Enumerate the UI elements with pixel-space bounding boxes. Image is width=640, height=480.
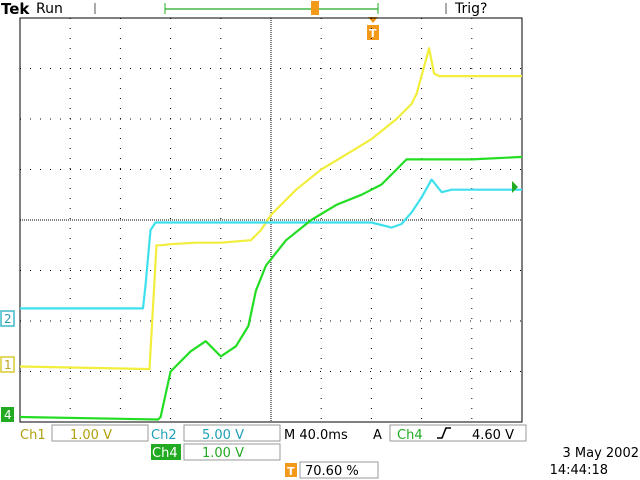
svg-text:1: 1 xyxy=(4,358,12,372)
channel-marker-ch2: 2 xyxy=(0,310,15,327)
svg-text:4: 4 xyxy=(4,408,12,422)
channel-marker-ch1: 1 xyxy=(0,356,15,373)
trigger-level-arrow-icon xyxy=(512,181,518,193)
brand-logo: Tek xyxy=(1,0,30,18)
ch2-label: Ch2 xyxy=(151,428,177,443)
trigger-position-marker: T xyxy=(367,17,379,40)
run-state: Run xyxy=(36,1,63,17)
graticule xyxy=(19,17,523,423)
timebase: M 40.0ms xyxy=(284,428,348,443)
record-trigger-marker-icon xyxy=(311,1,319,15)
ch2-scale: 5.00 V xyxy=(202,428,244,443)
ch1-scale: 1.00 V xyxy=(70,428,112,443)
time: 14:44:18 xyxy=(550,463,608,478)
trigger-mode: A xyxy=(373,428,382,443)
rising-edge-icon xyxy=(437,427,451,439)
trigger-position: 70.60 % xyxy=(305,464,359,479)
trigger-level: 4.60 V xyxy=(472,428,514,443)
trigger-position-marker-icon xyxy=(285,463,297,477)
trace-ch4 xyxy=(19,155,523,421)
ch4-label: Ch4 xyxy=(152,446,178,461)
traces xyxy=(19,47,523,421)
trigger-marker-label: T xyxy=(369,27,377,40)
date: 3 May 2002 xyxy=(563,446,640,461)
svg-text:T: T xyxy=(287,465,295,478)
trigger-status: Trig? xyxy=(454,1,487,17)
svg-text:2: 2 xyxy=(4,312,12,326)
trace-ch1 xyxy=(19,47,522,371)
ch1-label: Ch1 xyxy=(20,428,46,443)
ch4-scale: 1.00 V xyxy=(202,446,244,461)
trace-ch2 xyxy=(20,178,522,310)
trigger-source: Ch4 xyxy=(397,428,423,443)
record-window-indicator xyxy=(94,1,447,15)
channel-marker-ch4: 4 xyxy=(1,407,14,422)
